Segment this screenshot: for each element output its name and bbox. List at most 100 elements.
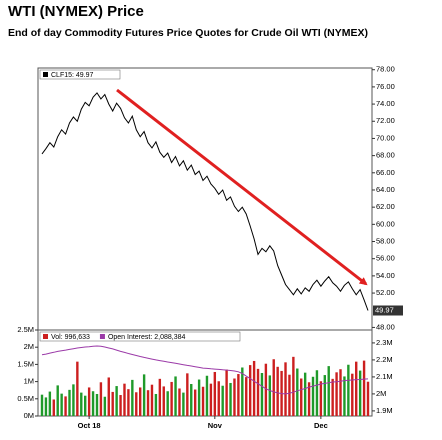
volume-bar (131, 379, 134, 416)
y-tick-label: 78.00 (376, 65, 395, 74)
y-tick-label: 2.5M (17, 325, 34, 334)
volume-bar (351, 373, 354, 416)
volume-bar (91, 391, 95, 416)
volume-bar (327, 366, 330, 416)
y-tick-label: 62.00 (376, 202, 395, 211)
volume-bar (135, 392, 138, 416)
y-tick-label: 2M (24, 342, 34, 351)
volume-bar (138, 387, 142, 416)
y2-tick-label: 2.2M (376, 355, 393, 364)
legend-box (39, 69, 121, 80)
volume-bar (201, 386, 205, 416)
volume-bar (221, 385, 224, 416)
volume-bar (87, 387, 91, 416)
y-tick-label: 48.00 (376, 322, 395, 331)
volume-bar (343, 376, 346, 416)
y-tick-label: 1M (24, 377, 34, 386)
y-tick-label: 52.00 (376, 288, 395, 297)
y-tick-label: 68.00 (376, 151, 395, 160)
volume-bar (245, 377, 248, 416)
volume-bar (303, 372, 307, 416)
volume-bar (252, 360, 256, 416)
price-line (41, 92, 369, 311)
volume-bar (123, 383, 126, 416)
volume-bar (268, 375, 272, 416)
volume-bar (115, 386, 118, 416)
volume-bar (217, 381, 220, 416)
volume-bar (146, 390, 150, 416)
last-value-box (373, 305, 403, 316)
volume-bar (225, 369, 228, 416)
volume-bar (80, 392, 83, 416)
x-tick-label: Oct 18 (78, 421, 101, 430)
volume-bar (237, 374, 240, 416)
page-title: WTI (NYMEX) Price (8, 3, 144, 20)
volume-bar (197, 379, 201, 416)
volume-bar (323, 375, 326, 416)
volume-bar (150, 384, 154, 416)
volume-bar (64, 396, 67, 416)
volume-bar (362, 360, 366, 416)
volume-bar (68, 389, 71, 416)
volume-bar (205, 375, 209, 416)
volume-bar (339, 369, 342, 416)
y2-tick-label: 1.9M (376, 406, 393, 415)
volume-bar (284, 362, 287, 416)
y2-tick-label: 2.1M (376, 372, 393, 381)
page-subtitle: End of day Commodity Futures Price Quote… (8, 27, 368, 39)
y-tick-label: 0.5M (17, 394, 34, 403)
y2-tick-label: 2M (376, 389, 386, 398)
last-value-label: 49.97 (375, 305, 394, 314)
volume-bar (307, 382, 311, 416)
volume-bar (276, 366, 279, 416)
volume-bar (331, 378, 334, 416)
volume-bar (182, 392, 185, 416)
volume-bar (193, 389, 197, 416)
legend-label: Open Interest: 2,088,384 (108, 334, 186, 341)
volume-bar (315, 370, 319, 416)
volume-bar (256, 368, 260, 416)
volume-bar (119, 395, 122, 416)
volume-bar (142, 374, 146, 416)
volume-bar (178, 388, 181, 416)
volume-bar (40, 394, 44, 416)
volume-bar (95, 393, 99, 416)
volume-bar (288, 374, 291, 416)
legend-swatch (43, 334, 48, 339)
volume-bar (56, 385, 59, 416)
volume-bar (111, 391, 114, 416)
legend-swatch (99, 334, 105, 339)
volume-bar (127, 389, 130, 416)
volume-bar (99, 382, 103, 416)
price-frame (37, 67, 373, 331)
volume-bar (229, 382, 232, 416)
volume-bar (366, 381, 370, 416)
volume-bar (347, 364, 350, 416)
legend-label: Vol: 996,633 (51, 334, 90, 341)
volume-bar (107, 377, 110, 416)
volume-bar (209, 383, 213, 416)
volume-bar (48, 391, 52, 416)
volume-bar (335, 372, 338, 416)
volume-bar (154, 393, 158, 416)
y-tick-label: 1.5M (17, 359, 34, 368)
x-tick-label: Dec (314, 421, 328, 430)
y-tick-label: 66.00 (376, 168, 395, 177)
volume-bar (213, 371, 217, 416)
volume-bar (186, 373, 189, 416)
volume-bar (174, 376, 177, 416)
volume-bar (248, 365, 252, 416)
volume-bar (170, 381, 173, 416)
open-interest-line (41, 345, 369, 395)
volume-bar (166, 391, 169, 416)
volume-bar (162, 386, 165, 416)
volume-bar (241, 367, 244, 416)
y-tick-label: 64.00 (376, 185, 395, 194)
y-tick-label: 56.00 (376, 254, 395, 263)
volume-bar (190, 384, 193, 416)
y-tick-label: 72.00 (376, 116, 395, 125)
volume-bar (358, 370, 362, 416)
volume-bar (272, 359, 275, 416)
volume-bar (260, 373, 264, 416)
